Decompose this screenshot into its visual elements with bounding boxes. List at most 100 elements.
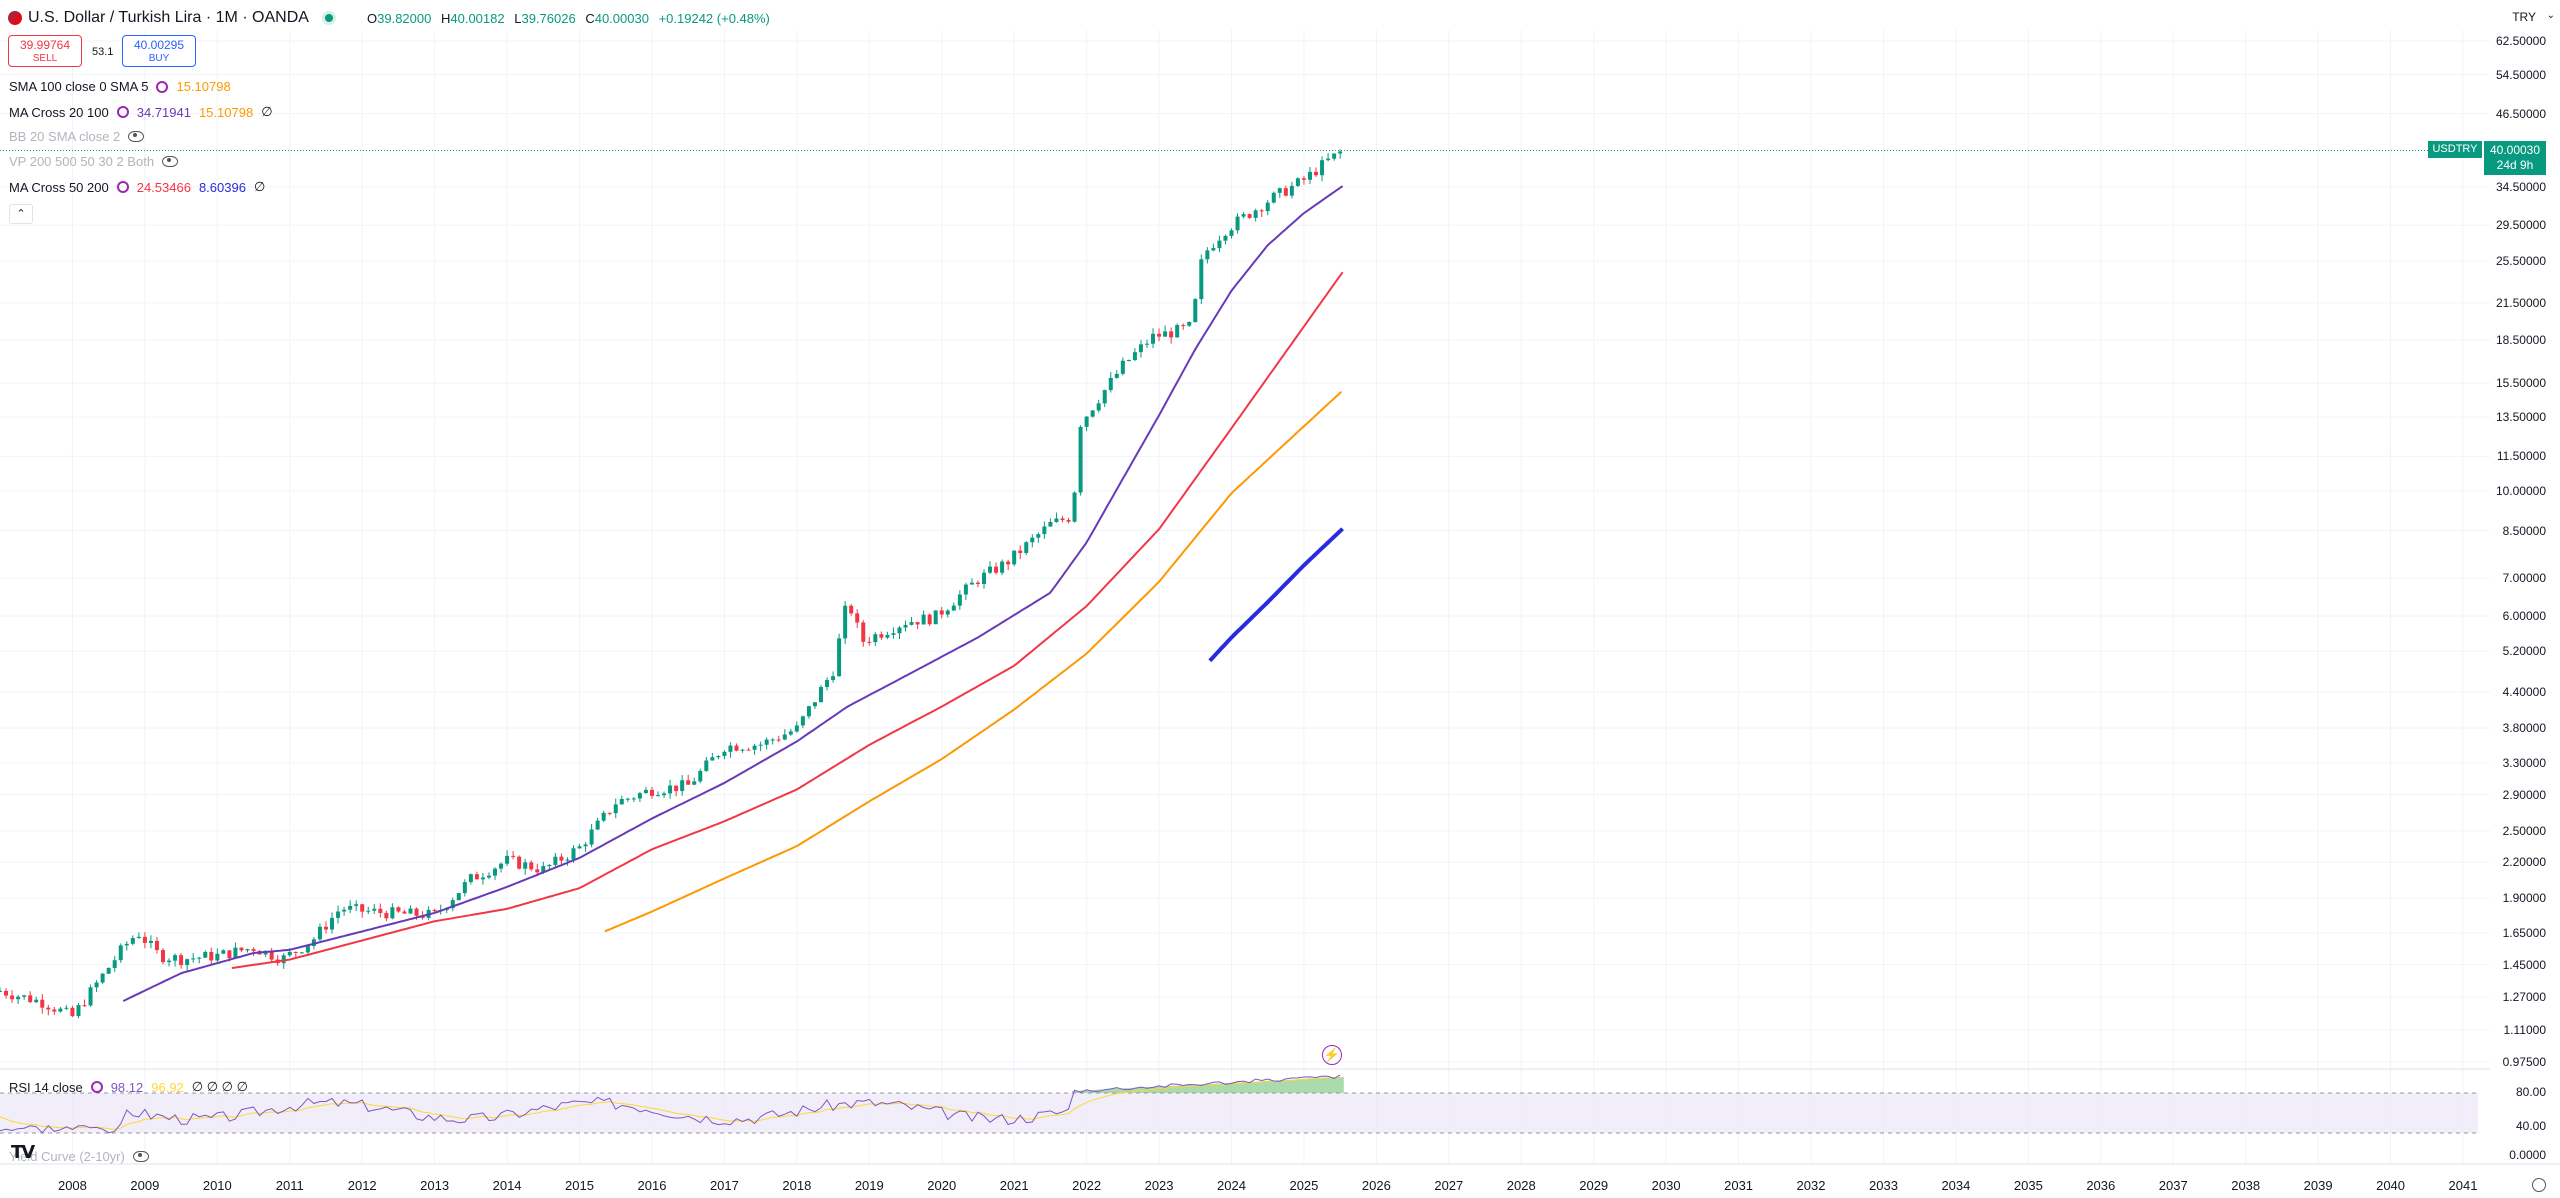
price-tick-label: 54.50000 xyxy=(2495,67,2546,82)
hidden-eye-icon[interactable] xyxy=(128,131,145,142)
candle-body xyxy=(52,1009,57,1012)
last-price-tag: 40.00030 24d 9h xyxy=(2484,141,2546,175)
time-tick-label: 2026 xyxy=(1361,1178,1391,1193)
candle-body xyxy=(154,940,159,951)
candle-body xyxy=(1054,518,1059,523)
time-tick-label: 2041 xyxy=(2448,1178,2478,1193)
candle-body xyxy=(1217,240,1222,249)
collapse-legend-button[interactable]: ⌃ xyxy=(9,204,33,224)
candle-body xyxy=(994,566,999,573)
candle-body xyxy=(945,610,950,615)
time-tick-label: 2019 xyxy=(854,1178,884,1193)
indicator-name: MA Cross 20 100 xyxy=(9,104,109,120)
candle-body xyxy=(643,789,648,794)
price-tick-label: 2.50000 xyxy=(2502,823,2546,838)
candle-body xyxy=(1187,321,1192,326)
open-value: 39.82000 xyxy=(377,11,432,26)
candle-body xyxy=(1066,520,1071,522)
settings-icon[interactable] xyxy=(90,1081,103,1093)
price-tick-label: 13.50000 xyxy=(2495,410,2546,425)
tradingview-logo-icon[interactable]: TV xyxy=(11,1142,35,1163)
candle-body xyxy=(704,760,709,771)
buy-button[interactable]: 40.00295 BUY xyxy=(122,35,196,67)
price-tick-label: 1.90000 xyxy=(2502,891,2546,906)
candle-body xyxy=(547,864,552,867)
gear-icon[interactable] xyxy=(2532,1178,2546,1192)
candle-body xyxy=(819,687,823,703)
candle-body xyxy=(649,789,654,796)
settings-icon[interactable] xyxy=(116,181,129,193)
indicator-ma-cross-20-100[interactable]: MA Cross 20 100 34.71941 15.10798 ∅ xyxy=(9,104,273,120)
candle-body xyxy=(927,614,932,625)
symbol-title[interactable]: U.S. Dollar / Turkish Lira · 1M · OANDA xyxy=(8,9,333,27)
candle-body xyxy=(855,613,860,623)
candle-body xyxy=(831,676,836,681)
candle-body xyxy=(1277,188,1282,193)
sell-button[interactable]: 39.99764 SELL xyxy=(8,35,82,67)
candle-body xyxy=(686,780,691,785)
settings-icon[interactable] xyxy=(156,80,169,93)
candle-body xyxy=(873,634,878,643)
time-tick-label: 2035 xyxy=(2013,1178,2043,1193)
candle-body xyxy=(70,1007,75,1017)
ma20-line xyxy=(122,185,1344,1002)
candle-body xyxy=(891,633,896,635)
candle-body xyxy=(1078,426,1083,493)
candle-body xyxy=(1096,403,1101,411)
ma50-line xyxy=(231,271,1344,969)
candle-body xyxy=(468,874,473,883)
price-tick-label: 1.27000 xyxy=(2502,990,2546,1005)
candle-body xyxy=(354,904,359,906)
candle-body xyxy=(601,812,606,821)
candle-body xyxy=(770,739,775,741)
candle-body xyxy=(148,940,153,943)
lightning-icon[interactable]: ⚡ xyxy=(1322,1045,1342,1065)
candle-body xyxy=(776,739,781,741)
candle-body xyxy=(909,622,914,625)
last-price: 40.00030 xyxy=(2489,143,2541,157)
candle-body xyxy=(1271,192,1276,203)
indicator-vp[interactable]: VP 200 500 50 30 2 Both xyxy=(9,154,179,169)
candle-body xyxy=(541,866,546,873)
price-tick-label: 25.50000 xyxy=(2495,254,2546,268)
price-tick-label: 6.00000 xyxy=(2502,609,2546,624)
chevron-down-icon[interactable]: ⌄ xyxy=(2546,10,2555,21)
candle-body xyxy=(28,995,33,1003)
candle-body xyxy=(1235,216,1240,231)
candle-body xyxy=(1223,235,1228,241)
time-tick-label: 2034 xyxy=(1941,1178,1971,1193)
candle-body xyxy=(64,1007,69,1009)
candle-body xyxy=(372,908,377,911)
hidden-eye-icon[interactable] xyxy=(132,1151,149,1162)
time-tick-label: 2033 xyxy=(1869,1178,1898,1193)
hidden-eye-icon[interactable] xyxy=(162,156,179,167)
time-tick-label: 2016 xyxy=(637,1178,667,1193)
candle-body xyxy=(879,634,884,638)
candle-body xyxy=(1253,210,1258,218)
indicator-value: ∅ xyxy=(253,179,266,194)
yield-curve-legend[interactable]: Yield Curve (2-10yr) xyxy=(9,1149,149,1164)
candle-body xyxy=(1163,331,1168,337)
candle-body xyxy=(1012,550,1017,565)
indicator-ma-cross-50-200[interactable]: MA Cross 50 200 24.53466 8.60396 ∅ xyxy=(9,179,265,195)
price-tick-label: 0.97500 xyxy=(2502,1055,2546,1069)
candle-body xyxy=(939,610,944,615)
sell-price: 39.99764 xyxy=(19,38,71,52)
currency-selector[interactable]: TRY xyxy=(2512,10,2536,24)
candle-body xyxy=(1265,202,1270,212)
candle-body xyxy=(293,951,298,953)
time-tick-label: 2023 xyxy=(1144,1178,1174,1193)
price-tick-label: 1.45000 xyxy=(2502,957,2546,972)
indicator-bb[interactable]: BB 20 SMA close 2 xyxy=(9,129,145,144)
low-value: 39.76026 xyxy=(521,11,576,26)
candle-body xyxy=(837,638,842,677)
time-tick-label: 2029 xyxy=(1579,1178,1609,1193)
candle-body xyxy=(1247,214,1252,218)
candle-body xyxy=(209,951,214,961)
symbol-title-text: U.S. Dollar / Turkish Lira · 1M · OANDA xyxy=(28,9,309,26)
candle-body xyxy=(34,999,39,1003)
rsi-legend[interactable]: RSI 14 close 98.12 96.92 ∅ ∅ ∅ ∅ xyxy=(9,1079,248,1095)
indicator-sma100[interactable]: SMA 100 close 0 SMA 5 15.10798 xyxy=(9,79,231,94)
settings-icon[interactable] xyxy=(116,106,129,118)
